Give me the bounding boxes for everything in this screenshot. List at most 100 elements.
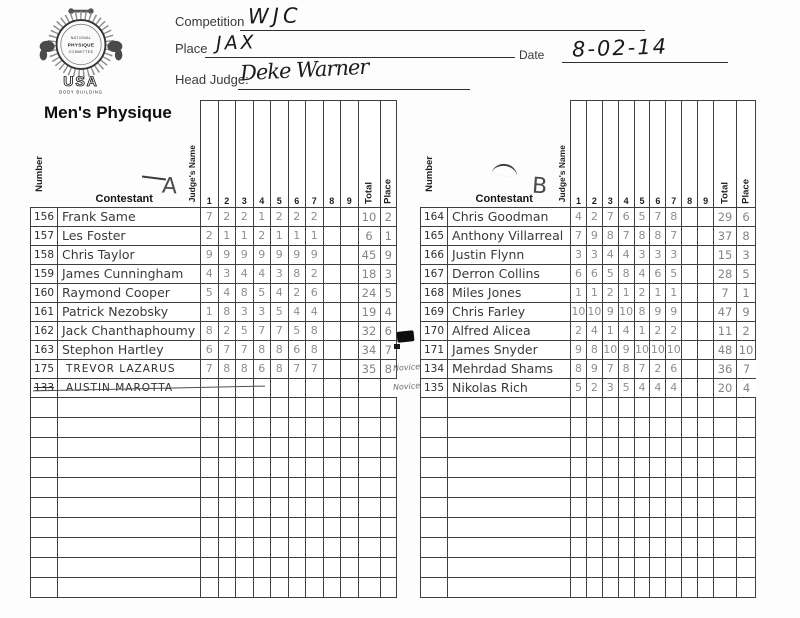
- row-total: 10: [357, 208, 380, 227]
- judge-score: [601, 558, 618, 578]
- row-total: [357, 478, 380, 498]
- empty-table-row: [30, 418, 397, 438]
- judge-score: [633, 558, 650, 578]
- judge-score: [617, 418, 634, 438]
- judge-score: [665, 498, 682, 518]
- judge-score: 5: [665, 265, 682, 284]
- judge-score: [570, 398, 586, 418]
- judge-score: [217, 478, 235, 498]
- judge-number-label: 7: [671, 196, 677, 206]
- judge-score: [217, 538, 235, 558]
- judge-score: [200, 438, 218, 458]
- judge-score: [200, 558, 218, 578]
- judge-score: [665, 478, 682, 498]
- judge-score: 2: [601, 284, 618, 303]
- row-place: 1: [736, 284, 757, 303]
- row-place: 4: [736, 379, 757, 398]
- table-row: 165 Anthony Villarreal 7 9 8 7 8 8 7 37 8: [420, 227, 757, 246]
- judge-score: [287, 498, 305, 518]
- table-row: 158 Chris Taylor 9 9 9 9 9 9 9 45 9: [30, 246, 397, 265]
- row-total: 28: [713, 265, 737, 284]
- judge-score: 8: [217, 360, 235, 379]
- empty-table-row: [420, 518, 757, 538]
- judge-score: [585, 398, 602, 418]
- judge-score: [570, 518, 586, 538]
- judges-name-label: Judge's Name: [557, 144, 567, 202]
- judge-score: [633, 398, 650, 418]
- judge-score: [235, 379, 253, 398]
- judge-score: [697, 418, 714, 438]
- contestant-name: Alfred Alicea: [447, 322, 570, 341]
- head-judge-line: [238, 89, 470, 90]
- judge-score: [340, 578, 358, 598]
- judge-score: [322, 518, 340, 538]
- judge-score: 1: [601, 322, 618, 341]
- judge-score: [287, 558, 305, 578]
- judge-score: [601, 458, 618, 478]
- logo-bodybuilding-text: BODY BUILDING: [59, 89, 103, 94]
- place-line: [205, 57, 515, 58]
- judge-score: 5: [200, 284, 218, 303]
- judge-score: 8: [601, 227, 618, 246]
- judge-score: [270, 418, 288, 438]
- scan-artifact: [394, 344, 400, 349]
- judge-score: [585, 558, 602, 578]
- judge-score: [305, 538, 323, 558]
- row-total: [357, 538, 380, 558]
- judge-score: 2: [649, 360, 666, 379]
- judge-score: [322, 558, 340, 578]
- table-rows: 156 Frank Same 7 2 2 1 2 2 2 10 2 157 Les Foster 2 1 1 2…: [30, 207, 397, 598]
- empty-table-row: [420, 478, 757, 498]
- judge-score: [340, 303, 358, 322]
- judge-score: [681, 538, 698, 558]
- contestant-name: [447, 458, 570, 478]
- judge-score: [633, 518, 650, 538]
- row-total: 37: [713, 227, 737, 246]
- judge-score: 9: [570, 341, 586, 360]
- row-total: [357, 398, 380, 418]
- row-number: 158: [30, 246, 57, 265]
- contestant-name: Raymond Cooper: [57, 284, 200, 303]
- judge-score: [585, 578, 602, 598]
- table-row: 162 Jack Chanthaphoumy 8 2 5 7 7 5 8 32 6: [30, 322, 397, 341]
- judge-score: [287, 538, 305, 558]
- logo-usa-text: USA: [63, 73, 98, 89]
- judge-score: 7: [270, 322, 288, 341]
- judge-score: [585, 438, 602, 458]
- judge-number-label: 2: [224, 196, 230, 206]
- judge-score: [270, 498, 288, 518]
- judge-score: 1: [217, 227, 235, 246]
- judge-score: [322, 246, 340, 265]
- judge-score: 2: [649, 322, 666, 341]
- contestant-name: [447, 498, 570, 518]
- judge-score: 2: [585, 379, 602, 398]
- place-header-label: Place: [740, 179, 752, 204]
- judge-score: 7: [665, 227, 682, 246]
- judge-score: 4: [617, 246, 634, 265]
- judge-score: [252, 398, 270, 418]
- judge-score: [217, 578, 235, 598]
- row-place: 9: [736, 303, 757, 322]
- judge-score: 8: [235, 284, 253, 303]
- judge-score: 4: [287, 303, 305, 322]
- judge-score: 8: [287, 265, 305, 284]
- judge-score: [649, 418, 666, 438]
- pencil-mark: [491, 162, 519, 178]
- table-row: 170 Alfred Alicea 2 4 1 4 1 2 2 11 2: [420, 322, 757, 341]
- row-total: [357, 498, 380, 518]
- judge-score: [270, 538, 288, 558]
- judge-score: 7: [252, 322, 270, 341]
- judge-score: [340, 518, 358, 538]
- contestant-column-label: Contestant: [475, 193, 533, 205]
- judge-score: [340, 341, 358, 360]
- judge-score: 7: [287, 360, 305, 379]
- judge-number-header: 8: [322, 100, 340, 207]
- judge-score: [681, 578, 698, 598]
- competition-value: WJC: [247, 3, 302, 29]
- judge-score: [681, 478, 698, 498]
- judge-score: [270, 578, 288, 598]
- judge-score: [697, 208, 714, 227]
- judge-score: [340, 558, 358, 578]
- row-place: 5: [379, 284, 397, 303]
- contestant-name: James Cunningham: [57, 265, 200, 284]
